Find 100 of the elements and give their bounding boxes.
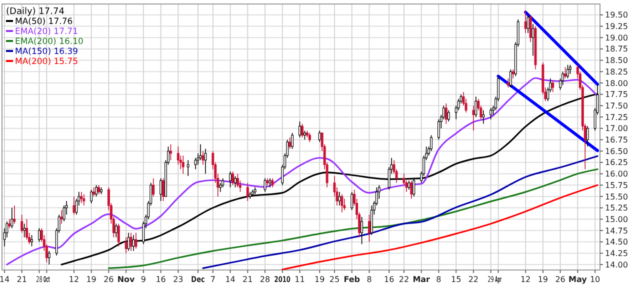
candlestick [360, 216, 364, 245]
candlestick [562, 71, 564, 86]
candlestick [568, 64, 572, 74]
candlestick [509, 68, 512, 88]
candlestick [318, 130, 321, 142]
x-tick-label: 8 [366, 275, 372, 284]
y-tick-label: 18.00 [605, 78, 628, 88]
candlestick [298, 121, 301, 138]
candlestick [437, 118, 440, 140]
candlestick [194, 157, 197, 170]
line-series [108, 168, 598, 269]
x-tick-label: 22 [398, 275, 410, 284]
candlestick [472, 105, 475, 132]
candlestick [430, 134, 432, 152]
candlestick [38, 228, 40, 242]
x-tick-label: Mar [412, 275, 430, 284]
y-tick-label: 14.25 [605, 249, 628, 258]
candlestick [10, 207, 14, 229]
candlestick [60, 210, 63, 224]
x-tick-label: 21 [242, 275, 253, 284]
candlestick [526, 14, 530, 34]
x-tick-label: Dec [191, 275, 208, 284]
y-tick-label: 16.50 [605, 146, 628, 156]
candlestick [506, 78, 510, 88]
legend-label: EMA(200) 16.10 [15, 37, 84, 47]
x-tick-label: 7 [210, 275, 216, 284]
y-tick-label: 14.75 [605, 226, 628, 236]
x-tick-label: 22 [468, 275, 479, 284]
candlestick [246, 182, 249, 202]
candlestick [20, 214, 24, 234]
legend-label: MA(150) 16.39 [15, 47, 78, 57]
y-tick-label: 17.50 [605, 101, 628, 110]
candlestick [130, 232, 132, 252]
candlestick [80, 192, 83, 204]
y-tick-label: 17.75 [605, 90, 628, 100]
candlestick [447, 110, 450, 122]
candlestick [410, 180, 413, 200]
line-series [202, 155, 598, 269]
candlestick [72, 196, 76, 216]
y-tick-label: 15.00 [605, 214, 628, 224]
candlestick [90, 189, 93, 204]
candlestick [48, 250, 50, 265]
candlestick [30, 234, 34, 247]
candlestick [124, 236, 128, 254]
y-tick-label: 18.50 [605, 56, 628, 66]
candlestick [202, 150, 204, 166]
candlestick [408, 180, 410, 190]
candlestick [204, 148, 207, 174]
candlestick [117, 223, 120, 247]
candlestick [234, 176, 236, 188]
line-series [282, 184, 598, 270]
y-tick-label: 19.50 [605, 10, 628, 20]
candlestick [490, 108, 492, 120]
candlestick [95, 184, 98, 197]
y-tick-label: 16.25 [605, 158, 628, 168]
candlestick [8, 218, 11, 229]
candlestick [529, 14, 532, 43]
candlestick [524, 10, 527, 34]
y-tick-label: 14.50 [605, 238, 628, 247]
candlestick [229, 171, 232, 188]
candlestick [288, 137, 292, 150]
candlestick [412, 178, 416, 197]
candlestick [92, 186, 96, 197]
x-tick-label: 26 [104, 275, 114, 284]
x-tick-label: Feb [344, 275, 360, 284]
candlestick [301, 123, 304, 138]
candlestick [160, 178, 162, 202]
candlestick [566, 64, 569, 79]
x-tick-label: 14 [225, 275, 236, 284]
candlestick [552, 80, 554, 92]
candlestick [343, 198, 346, 210]
candlestick [127, 232, 130, 252]
y-tick-label: 19.25 [605, 22, 628, 32]
candlestick [532, 24, 534, 56]
candlestick [176, 146, 180, 166]
x-tick-label: 23 [173, 275, 184, 284]
x-tick-label: 26 [555, 275, 566, 284]
candlestick [152, 178, 155, 197]
candlestick [114, 223, 118, 238]
y-tick-label: 14.00 [605, 260, 628, 270]
legend-label: MA(50) 17.76 [15, 17, 73, 27]
candlestick [232, 171, 234, 186]
x-tick-label: 12 [68, 275, 80, 284]
x-tick-label: 10 [590, 275, 600, 284]
x-tick-label: 15 [450, 275, 462, 284]
candlestick [350, 192, 354, 210]
chart-title: (Daily) 17.74 [6, 7, 65, 17]
candlestick [303, 130, 306, 140]
candlestick [98, 184, 100, 195]
candlestick [134, 232, 138, 250]
y-tick-label: 18.75 [605, 44, 628, 54]
candlestick [268, 178, 272, 188]
x-tick-label: 19 [86, 275, 96, 284]
candlestick [340, 194, 344, 213]
candlestick [308, 132, 311, 142]
y-tick-label: 17.25 [605, 112, 628, 122]
x-tick-label: 28 [260, 275, 270, 284]
candlestick [162, 178, 165, 202]
legend-label: MA(200) 15.75 [15, 57, 78, 67]
y-tick-label: 16.00 [605, 170, 628, 179]
